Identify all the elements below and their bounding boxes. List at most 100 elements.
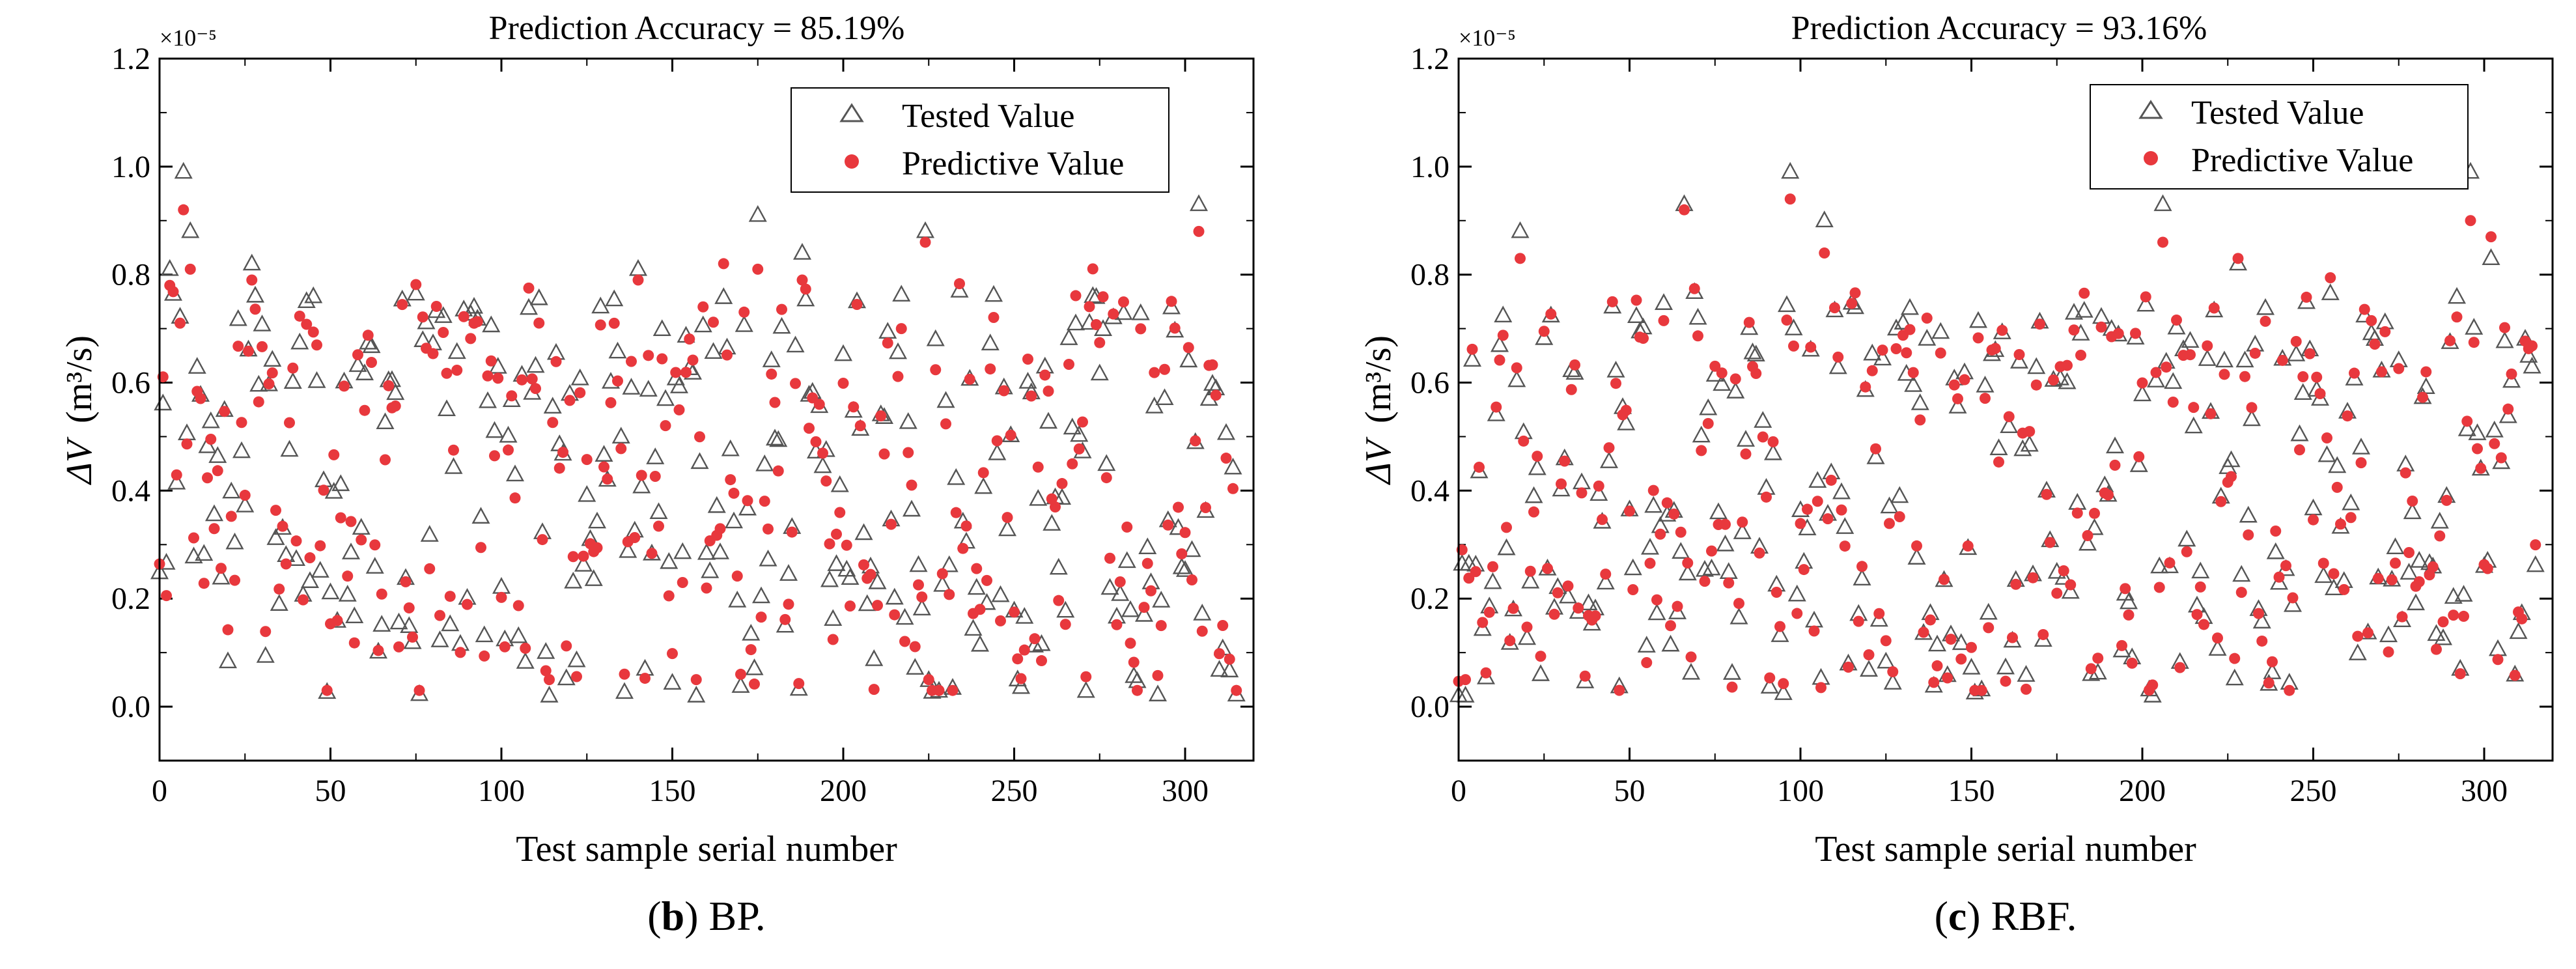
predictive-value-point — [766, 368, 777, 380]
predictive-value-point — [2260, 315, 2271, 327]
tested-value-point — [160, 259, 179, 276]
predictive-value-point — [225, 511, 237, 522]
tested-value-point — [2488, 639, 2508, 656]
x-tick-label: 50 — [315, 774, 346, 808]
predictive-value-point — [2181, 546, 2192, 557]
tested-value-point — [359, 332, 378, 350]
predictive-value-point — [2215, 496, 2227, 507]
predictive-value-point — [643, 350, 654, 361]
predictive-value-point — [550, 356, 562, 367]
tested-value-point — [926, 329, 945, 346]
predictive-value-point — [1668, 508, 1680, 520]
tested-value-point — [2427, 624, 2446, 641]
predictive-value-point — [2253, 608, 2264, 619]
predictive-value-point — [2267, 656, 2278, 667]
tested-value-point — [1025, 636, 1044, 653]
tested-value-point — [2068, 492, 2087, 510]
predictive-value-point — [1141, 557, 1153, 569]
tested-value-point — [2177, 529, 2196, 547]
predictive-value-point — [1644, 557, 1656, 569]
tested-value-point — [1976, 375, 1995, 393]
tested-value-point — [2078, 533, 2097, 551]
tested-value-point — [988, 443, 1007, 460]
legend-tested-marker — [839, 103, 864, 122]
predictive-value-point — [1925, 614, 1936, 626]
tested-value-point — [570, 368, 589, 386]
tested-value-point — [2133, 384, 2152, 402]
predictive-value-point — [236, 417, 247, 428]
predictive-value-point — [489, 450, 500, 462]
predictive-value-point — [608, 317, 620, 329]
tested-value-point — [338, 585, 357, 602]
tested-value-point — [991, 585, 1010, 602]
tested-value-point — [403, 632, 422, 649]
tested-value-point — [652, 319, 671, 337]
tested-value-point — [1787, 584, 1806, 602]
predictive-value-point — [2485, 231, 2497, 243]
tested-value-point — [2184, 416, 2203, 434]
tested-value-point — [331, 474, 350, 492]
predictive-value-point — [475, 542, 486, 554]
tested-value-point — [1084, 286, 1102, 303]
predictive-value-point — [2147, 679, 2159, 691]
predictive-value-point — [779, 613, 791, 625]
tested-value-point — [362, 336, 381, 354]
tested-value-point — [639, 380, 658, 397]
predictive-value-point — [1853, 615, 1864, 627]
tested-value-point — [1771, 625, 1789, 642]
predictive-value-point — [2472, 443, 2483, 455]
tested-value-point — [195, 544, 214, 561]
predictive-value-point — [2024, 426, 2036, 438]
predictive-value-point — [977, 467, 989, 479]
predictive-value-point — [1709, 360, 1721, 372]
tested-value-point — [1576, 671, 1595, 688]
predictive-value-point — [465, 333, 477, 344]
predictive-value-point — [284, 417, 295, 428]
predictive-value-point — [2171, 314, 2182, 326]
tested-value-point — [270, 594, 288, 611]
predictive-value-point — [2198, 619, 2209, 630]
predictive-value-point — [175, 317, 186, 329]
predictive-value-point — [181, 438, 193, 450]
y-tick-label: 1.0 — [111, 150, 150, 184]
predictive-value-point — [2441, 494, 2452, 506]
tested-value-point — [1918, 329, 1937, 346]
predictive-value-point — [1152, 669, 1164, 681]
predictive-value-point — [1497, 330, 1509, 341]
predictive-value-point — [998, 385, 1010, 397]
predictive-value-point — [1778, 678, 1789, 690]
tested-value-point — [1224, 457, 1242, 475]
x-axis-label: Test sample serial number — [516, 829, 897, 869]
tested-value-point — [865, 649, 884, 666]
predictive-value-point — [307, 326, 319, 338]
predictive-value-point — [458, 311, 469, 322]
predictive-value-point — [2041, 488, 2052, 500]
tested-value-point — [2523, 356, 2541, 374]
tested-value-point — [2444, 587, 2463, 604]
predictive-value-point — [1542, 563, 1553, 574]
tested-value-point — [2222, 450, 2241, 468]
predictive-value-point — [2345, 512, 2357, 524]
tested-value-point — [967, 578, 986, 595]
predictive-value-point — [219, 406, 231, 417]
tested-value-point — [1647, 603, 1666, 621]
tested-value-point — [738, 498, 757, 516]
predictive-value-point — [1692, 330, 1703, 342]
tested-value-point — [1535, 328, 1554, 345]
tested-value-point — [348, 355, 367, 372]
predictive-value-point — [2355, 457, 2367, 469]
tested-value-point — [2027, 357, 2046, 374]
tested-value-point — [1866, 447, 1885, 464]
predictive-value-point — [2194, 581, 2206, 593]
tested-value-point — [1203, 374, 1222, 391]
predictive-value-point — [389, 400, 401, 412]
tested-value-point — [167, 472, 186, 490]
predictive-value-point — [1661, 497, 1673, 509]
tested-value-point — [2290, 424, 2309, 442]
tested-value-point — [2400, 563, 2418, 580]
tested-value-point — [1155, 388, 1174, 406]
tested-value-point — [792, 243, 812, 260]
tested-value-point — [208, 446, 227, 463]
predictive-value-point — [1805, 341, 1817, 353]
predictive-value-point — [1685, 651, 1697, 663]
